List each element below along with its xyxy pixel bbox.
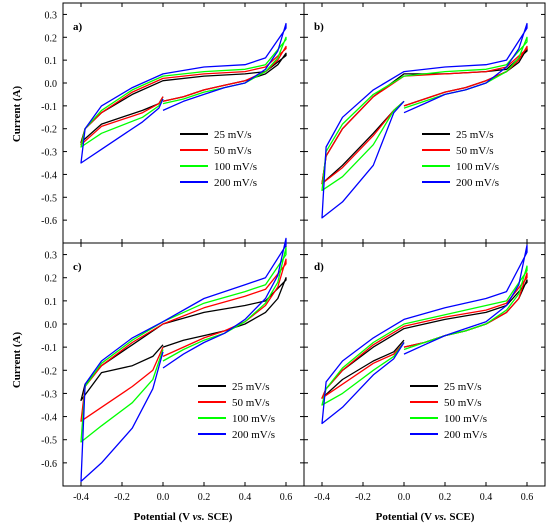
y-tick-label: -0.3 (41, 148, 57, 159)
legend-label: 25 mV/s (214, 129, 252, 141)
y-tick-label: 0.2 (45, 33, 58, 44)
x-tick-label: 0.4 (480, 492, 493, 503)
legend-label: 50 mV/s (232, 397, 270, 409)
y-tick-label: 0.0 (45, 320, 58, 331)
legend-label: 50 mV/s (456, 145, 494, 157)
legend-label: 25 mV/s (456, 129, 494, 141)
x-tick-label: 0.0 (398, 492, 411, 503)
y-tick-label: -0.5 (41, 436, 57, 447)
legend-label: 25 mV/s (232, 381, 270, 393)
legend-label: 200 mV/s (456, 177, 499, 189)
legend-label: 50 mV/s (214, 145, 252, 157)
legend-label: 200 mV/s (232, 429, 275, 441)
plot-frame (303, 2, 546, 244)
x-tick-label: -0.4 (314, 492, 330, 503)
x-tick-label: -0.4 (73, 492, 89, 503)
y-tick-label: -0.5 (41, 193, 57, 204)
x-tick-label: 0.4 (239, 492, 252, 503)
panel-label: d) (314, 261, 324, 273)
panel-label: b) (314, 21, 324, 33)
legend-label: 100 mV/s (444, 413, 487, 425)
y-tick-label: -0.2 (41, 125, 57, 136)
series-line-50-mv-s (321, 272, 528, 399)
x-tick-label: 0.0 (157, 492, 170, 503)
series-line-50-mv-s (80, 258, 287, 422)
x-tick-label: 0.2 (439, 492, 452, 503)
panel-4: -0.4 -0.2 0.0 0.2 0.4 0.6 d) 25 mV/s 50 mV/s 100 … (303, 242, 546, 503)
panel-label: a) (73, 21, 83, 33)
y-tick-label: -0.6 (41, 459, 57, 470)
x-tick-label: 0.6 (521, 492, 534, 503)
series-line-25-mv-s (321, 279, 528, 399)
x-tick-label: 0.6 (280, 492, 293, 503)
y-tick-label: -0.4 (41, 413, 57, 424)
y-tick-label: 0.2 (45, 274, 58, 285)
legend-label: 50 mV/s (444, 397, 482, 409)
y-tick-label: -0.6 (41, 216, 57, 227)
x-tick-label: -0.2 (114, 492, 130, 503)
y-tick-label: -0.2 (41, 366, 57, 377)
series-line-200-mv-s (321, 244, 528, 425)
legend-label: 200 mV/s (214, 177, 257, 189)
series-line-200-mv-s (321, 22, 528, 219)
y-tick-label: -0.3 (41, 389, 57, 400)
y-tick-label: 0.3 (45, 251, 58, 262)
legend-label: 25 mV/s (444, 381, 482, 393)
y-axis-label-top: Current (A) (11, 86, 23, 143)
legend-label: 100 mV/s (214, 161, 257, 173)
y-axis-label-bottom: Current (A) (11, 332, 23, 389)
series-line-200-mv-s (80, 22, 287, 164)
x-tick-label: -0.2 (355, 492, 371, 503)
y-tick-label: 0.1 (45, 56, 58, 67)
panel-3: 0.3 0.2 0.1 0.0 -0.1 -0.2 -0.3 -0.4 -0.5 -0.6 -0.4… (41, 237, 305, 503)
x-axis-label-left: Potential (V vs. SCE) (134, 511, 233, 523)
x-axis-label-right: Potential (V vs. SCE) (376, 511, 475, 523)
y-tick-label: -0.1 (41, 102, 57, 113)
panel-2: b) 25 mV/s 50 mV/s 100 mV/s 200 mV/s (303, 2, 546, 244)
panel-1: 0.3 0.2 0.1 0.0 -0.1 -0.2 -0.3 -0.4 -0.5 -0.6 a) 25… (41, 2, 305, 244)
legend-label: 200 mV/s (444, 429, 487, 441)
plot-frame (303, 242, 546, 487)
panel-label: c) (73, 261, 82, 273)
x-tick-label: 0.2 (198, 492, 211, 503)
series-line-100-mv-s (321, 265, 528, 406)
plot-frame (62, 2, 305, 244)
y-tick-label: 0.0 (45, 79, 58, 90)
y-tick-label: 0.3 (45, 10, 58, 21)
series-line-50-mv-s (80, 45, 287, 146)
series-line-100-mv-s (80, 36, 287, 148)
y-tick-label: -0.4 (41, 170, 57, 181)
legend-label: 100 mV/s (456, 161, 499, 173)
legend-label: 100 mV/s (232, 413, 275, 425)
y-tick-label: -0.1 (41, 343, 57, 354)
y-tick-label: 0.1 (45, 297, 58, 308)
series-line-50-mv-s (321, 45, 528, 185)
series-line-200-mv-s (80, 237, 287, 483)
